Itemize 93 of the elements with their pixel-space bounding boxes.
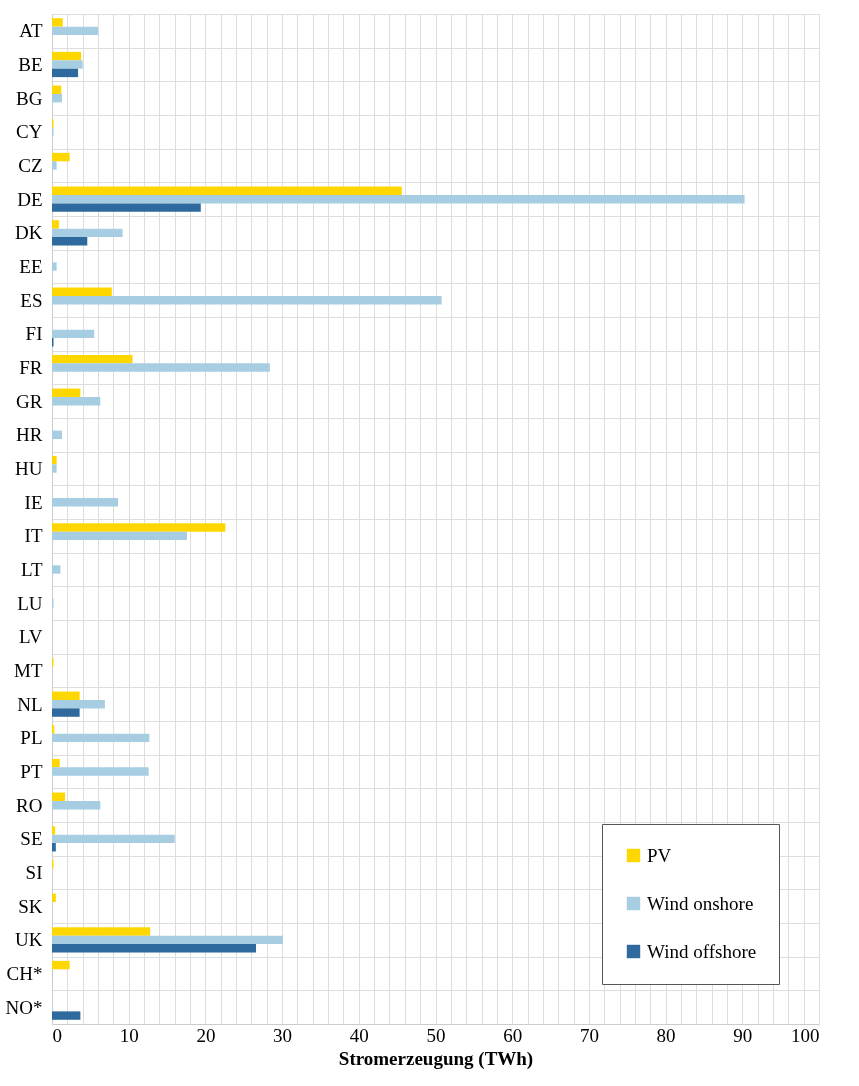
bar bbox=[52, 708, 80, 717]
y-tick-label: HR bbox=[16, 424, 43, 446]
x-tick-label: 30 bbox=[273, 1024, 293, 1046]
y-tick-label: SK bbox=[18, 895, 43, 917]
bar bbox=[52, 220, 59, 229]
bar bbox=[52, 893, 56, 902]
x-tick-label: 60 bbox=[503, 1024, 523, 1046]
bar bbox=[52, 531, 187, 541]
bar bbox=[52, 237, 88, 246]
bar bbox=[52, 960, 70, 970]
bar bbox=[52, 287, 112, 296]
x-tick-label: 80 bbox=[656, 1024, 676, 1046]
y-tick-label: NO* bbox=[5, 996, 43, 1018]
x-tick-label: 50 bbox=[426, 1024, 446, 1046]
y-tick-label: CH* bbox=[6, 963, 43, 984]
y-tick-label: IE bbox=[24, 491, 43, 513]
bar bbox=[52, 935, 283, 945]
y-tick-label: LU bbox=[17, 592, 43, 614]
bar bbox=[52, 68, 79, 78]
bar bbox=[52, 927, 151, 936]
y-tick-label: UK bbox=[15, 929, 43, 951]
y-tick-label: NL bbox=[17, 693, 43, 715]
y-tick-label: BG bbox=[16, 87, 43, 109]
bar bbox=[52, 295, 442, 305]
legend-label: PV bbox=[647, 844, 672, 866]
x-tick-label: 40 bbox=[349, 1024, 369, 1046]
x-tick-label: 0 bbox=[52, 1024, 62, 1046]
bar bbox=[52, 152, 70, 162]
bar bbox=[52, 26, 99, 36]
bar bbox=[52, 733, 150, 743]
bar bbox=[52, 363, 270, 372]
y-tick-label: SI bbox=[25, 862, 43, 883]
x-tick-label: 70 bbox=[579, 1024, 599, 1046]
bar bbox=[52, 455, 57, 465]
y-tick-label: IT bbox=[24, 525, 43, 547]
y-tick-label: DK bbox=[15, 222, 43, 244]
bar bbox=[52, 93, 62, 103]
x-tick-label: 90 bbox=[733, 1024, 753, 1046]
bar bbox=[52, 60, 83, 69]
bar bbox=[52, 203, 201, 212]
bar bbox=[52, 523, 226, 532]
x-tick-label: 20 bbox=[196, 1024, 216, 1046]
bar bbox=[52, 18, 63, 27]
bar bbox=[52, 843, 56, 852]
bar bbox=[52, 691, 80, 700]
bar bbox=[52, 758, 60, 768]
y-tick-label: SE bbox=[20, 828, 43, 850]
bar bbox=[52, 228, 123, 238]
bar bbox=[52, 834, 175, 844]
bar bbox=[52, 944, 257, 953]
y-tick-label: HU bbox=[15, 458, 43, 479]
bar bbox=[52, 725, 55, 734]
y-tick-label: PL bbox=[20, 727, 43, 749]
x-axis-title: Stromerzeugung (TWh) bbox=[338, 1047, 534, 1070]
bar bbox=[52, 186, 402, 195]
bar bbox=[52, 430, 62, 440]
bar bbox=[52, 262, 57, 271]
bar bbox=[52, 826, 56, 835]
y-tick-label: LV bbox=[18, 626, 43, 648]
y-tick-label: LT bbox=[21, 559, 43, 580]
x-tick-label: 100 bbox=[791, 1024, 820, 1046]
y-tick-label: CZ bbox=[18, 155, 43, 176]
bar bbox=[52, 161, 57, 170]
bar bbox=[52, 194, 745, 204]
y-tick-label: AT bbox=[19, 20, 43, 42]
bar bbox=[52, 354, 133, 364]
y-tick-label: PT bbox=[20, 761, 43, 782]
y-tick-label: GR bbox=[16, 390, 43, 412]
legend-label: Wind onshore bbox=[647, 892, 754, 914]
bar bbox=[52, 388, 81, 397]
y-tick-label: EE bbox=[19, 256, 43, 277]
bar bbox=[52, 767, 149, 776]
bar bbox=[52, 329, 95, 339]
bar bbox=[52, 497, 118, 507]
bar bbox=[52, 800, 101, 810]
bar bbox=[52, 85, 62, 94]
y-tick-label: CY bbox=[16, 121, 43, 143]
y-tick-label: BE bbox=[18, 54, 43, 75]
bar bbox=[52, 792, 66, 801]
y-tick-label: DE bbox=[17, 188, 43, 210]
bar bbox=[52, 51, 82, 61]
x-tick-label: 10 bbox=[119, 1024, 139, 1046]
y-tick-label: FR bbox=[19, 357, 43, 378]
bar bbox=[52, 699, 105, 709]
bar bbox=[52, 396, 101, 406]
bar bbox=[52, 565, 61, 574]
y-tick-label: ES bbox=[20, 289, 43, 311]
bar bbox=[52, 464, 57, 473]
legend-label: Wind offshore bbox=[647, 940, 757, 962]
bar bbox=[52, 1011, 81, 1020]
y-tick-label: MT bbox=[14, 660, 43, 681]
y-tick-label: RO bbox=[16, 794, 43, 816]
y-tick-label: FI bbox=[25, 323, 43, 345]
